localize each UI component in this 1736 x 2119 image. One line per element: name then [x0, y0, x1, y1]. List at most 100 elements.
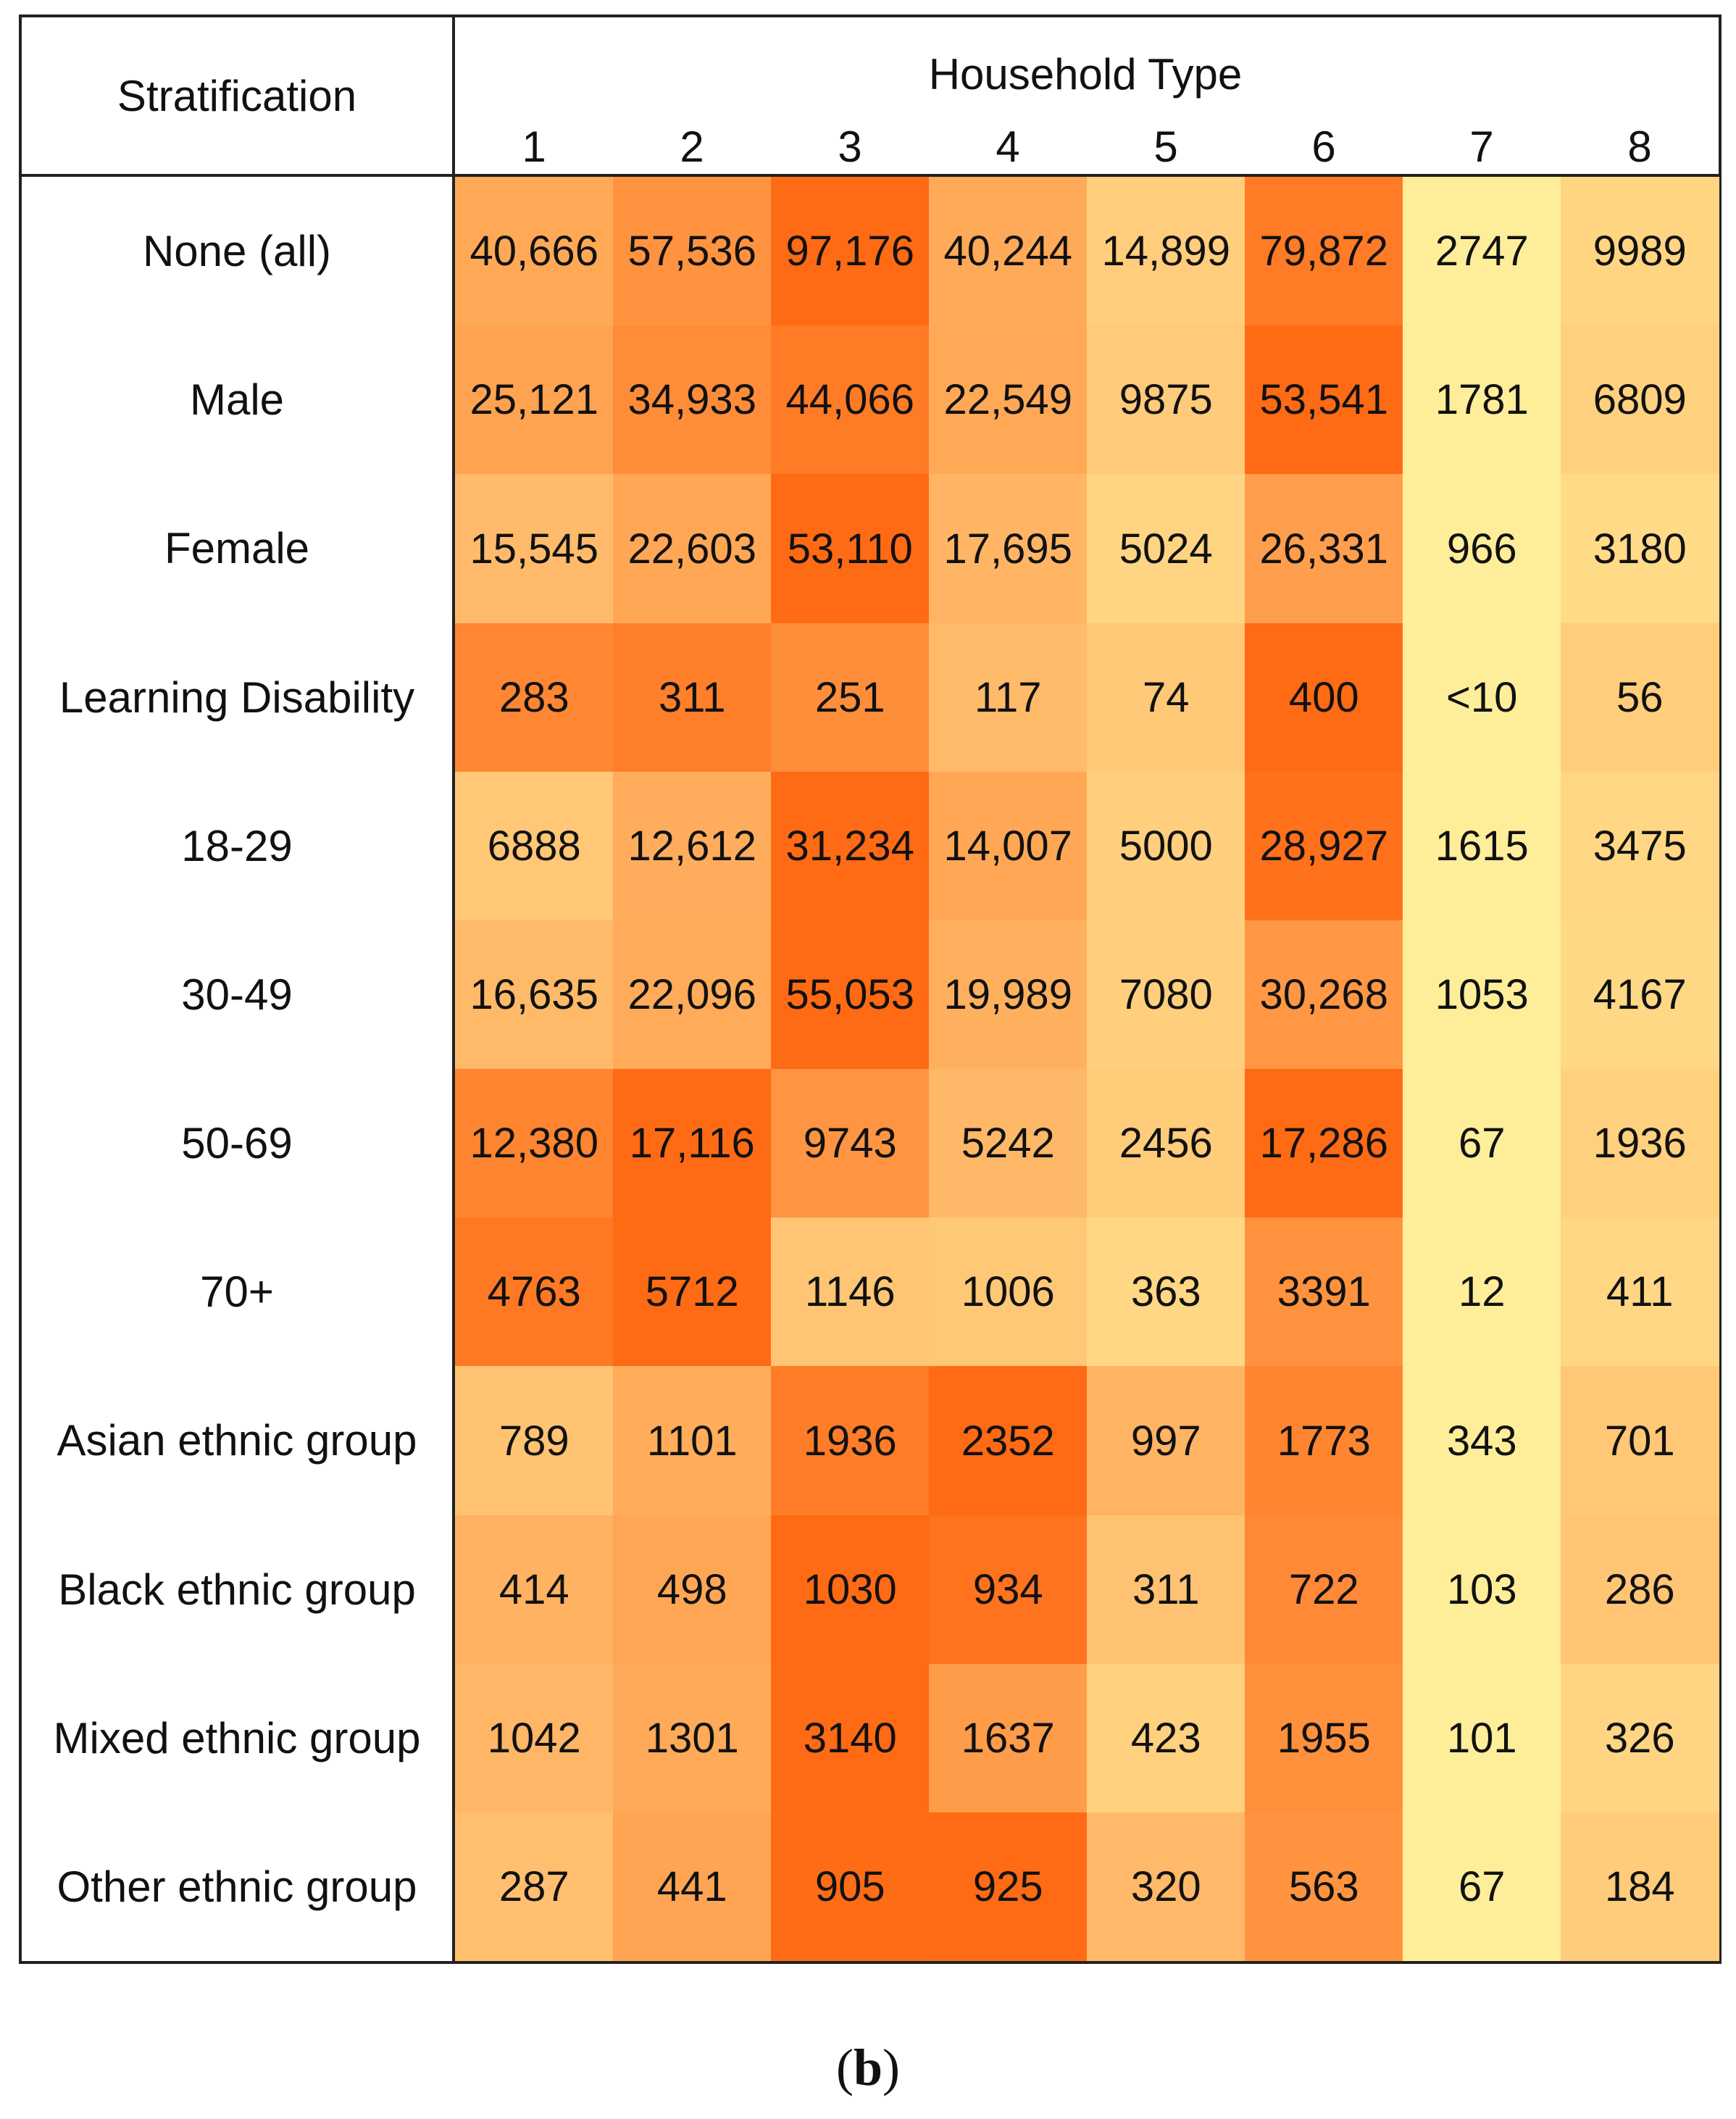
- heatmap-cell: 12,612: [613, 771, 772, 921]
- heatmap-cell: 1053: [1403, 920, 1561, 1070]
- heatmap-cell: 1101: [613, 1366, 772, 1515]
- heatmap-cell: 311: [613, 623, 772, 773]
- heatmap-cell: 1042: [455, 1663, 614, 1813]
- heatmap-cell: 966: [1403, 474, 1561, 623]
- column-header-5: 5: [1153, 122, 1178, 171]
- heatmap-cell: 934: [929, 1515, 1088, 1665]
- heatmap-cell: 40,244: [929, 177, 1088, 326]
- heatmap-cell: 1301: [613, 1663, 772, 1813]
- heatmap-cell: 101: [1403, 1663, 1561, 1813]
- column-header-1: 1: [522, 122, 546, 171]
- heatmap-cell: 400: [1245, 623, 1403, 773]
- heatmap-cell: 67: [1403, 1069, 1561, 1218]
- column-header-8: 8: [1627, 122, 1652, 171]
- column-header-2: 2: [680, 122, 704, 171]
- heatmap-cell: 3475: [1561, 771, 1719, 921]
- heatmap-cell: 9989: [1561, 177, 1719, 326]
- column-group-title: Household Type: [928, 49, 1243, 99]
- heatmap-cell: 4167: [1561, 920, 1719, 1070]
- heatmap-cell: 22,549: [929, 325, 1088, 475]
- heatmap-cell: 15,545: [455, 474, 614, 623]
- heatmap-cell: 5024: [1087, 474, 1245, 623]
- heatmap-cell: 997: [1087, 1366, 1245, 1515]
- heatmap-cell: 1773: [1245, 1366, 1403, 1515]
- heatmap-cell: 67: [1403, 1812, 1561, 1962]
- heatmap-cell: 31,234: [771, 771, 930, 921]
- heatmap-cell: 423: [1087, 1663, 1245, 1813]
- heatmap-cell: 74: [1087, 623, 1245, 773]
- heatmap-cell: 905: [771, 1812, 930, 1962]
- heatmap-cell: 44,066: [771, 325, 930, 475]
- heatmap-cell: 25,121: [455, 325, 614, 475]
- heatmap-cell: 19,989: [929, 920, 1088, 1070]
- row-label: 50-69: [181, 1119, 293, 1168]
- heatmap-cell: 1615: [1403, 771, 1561, 921]
- heatmap-cell: 1030: [771, 1515, 930, 1665]
- heatmap-cell: 5712: [613, 1217, 772, 1367]
- row-label: Male: [189, 375, 285, 425]
- heatmap-cell: 2456: [1087, 1069, 1245, 1218]
- heatmap-cell: 925: [929, 1812, 1088, 1962]
- header-divider-line: [22, 174, 1719, 177]
- heatmap-cell: 17,695: [929, 474, 1088, 623]
- caption-letter: b: [853, 2038, 883, 2097]
- heatmap-cell: 14,899: [1087, 177, 1245, 326]
- heatmap-cell: 789: [455, 1366, 614, 1515]
- heatmap-cell: 283: [455, 623, 614, 773]
- heatmap-cell: 55,053: [771, 920, 930, 1070]
- heatmap-cell: 1781: [1403, 325, 1561, 475]
- heatmap-cell: 5242: [929, 1069, 1088, 1218]
- heatmap-cell: 184: [1561, 1812, 1719, 1962]
- row-label: None (all): [142, 227, 332, 276]
- heatmap-cell: 414: [455, 1515, 614, 1665]
- heatmap-cell: 12: [1403, 1217, 1561, 1367]
- heatmap-cell: 251: [771, 623, 930, 773]
- column-header-3: 3: [838, 122, 862, 171]
- column-header-4: 4: [996, 122, 1020, 171]
- heatmap-cell: 363: [1087, 1217, 1245, 1367]
- heatmap-cell: 1936: [771, 1366, 930, 1515]
- heatmap-cell: 34,933: [613, 325, 772, 475]
- heatmap-cell: 343: [1403, 1366, 1561, 1515]
- heatmap-cell: 1637: [929, 1663, 1088, 1813]
- heatmap-cell: 3180: [1561, 474, 1719, 623]
- label-divider-line: [452, 17, 455, 1961]
- row-label: 30-49: [181, 970, 293, 1019]
- heatmap-cell: 26,331: [1245, 474, 1403, 623]
- heatmap-cell: <10: [1403, 623, 1561, 773]
- row-label: 70+: [200, 1267, 274, 1317]
- heatmap-cell: 57,536: [613, 177, 772, 326]
- caption-open-paren: (: [835, 2038, 854, 2097]
- heatmap-cell: 9875: [1087, 325, 1245, 475]
- heatmap-cell: 701: [1561, 1366, 1719, 1515]
- heatmap-cell: 53,541: [1245, 325, 1403, 475]
- heatmap-cell: 320: [1087, 1812, 1245, 1962]
- heatmap-cell: 14,007: [929, 771, 1088, 921]
- heatmap-cell: 2747: [1403, 177, 1561, 326]
- caption-close-paren: ): [882, 2038, 900, 2097]
- heatmap-cell: 17,286: [1245, 1069, 1403, 1218]
- heatmap-cell: 103: [1403, 1515, 1561, 1665]
- heatmap-cell: 1006: [929, 1217, 1088, 1367]
- heatmap-cell: 441: [613, 1812, 772, 1962]
- column-header-6: 6: [1311, 122, 1336, 171]
- heatmap-cell: 722: [1245, 1515, 1403, 1665]
- heatmap-cell: 53,110: [771, 474, 930, 623]
- heatmap-cell: 117: [929, 623, 1088, 773]
- heatmap-cell: 5000: [1087, 771, 1245, 921]
- heatmap-cell: 56: [1561, 623, 1719, 773]
- heatmap-cell: 3140: [771, 1663, 930, 1813]
- heatmap-cell: 311: [1087, 1515, 1245, 1665]
- heatmap-cell: 28,927: [1245, 771, 1403, 921]
- heatmap-cell: 79,872: [1245, 177, 1403, 326]
- heatmap-cell: 9743: [771, 1069, 930, 1218]
- row-label: Asian ethnic group: [57, 1416, 417, 1465]
- heatmap-cell: 1936: [1561, 1069, 1719, 1218]
- heatmap-cell: 3391: [1245, 1217, 1403, 1367]
- row-label: Female: [164, 524, 310, 573]
- row-label: Other ethnic group: [57, 1862, 417, 1911]
- heatmap-cell: 287: [455, 1812, 614, 1962]
- heatmap-cell: 22,096: [613, 920, 772, 1070]
- heatmap-cell: 563: [1245, 1812, 1403, 1962]
